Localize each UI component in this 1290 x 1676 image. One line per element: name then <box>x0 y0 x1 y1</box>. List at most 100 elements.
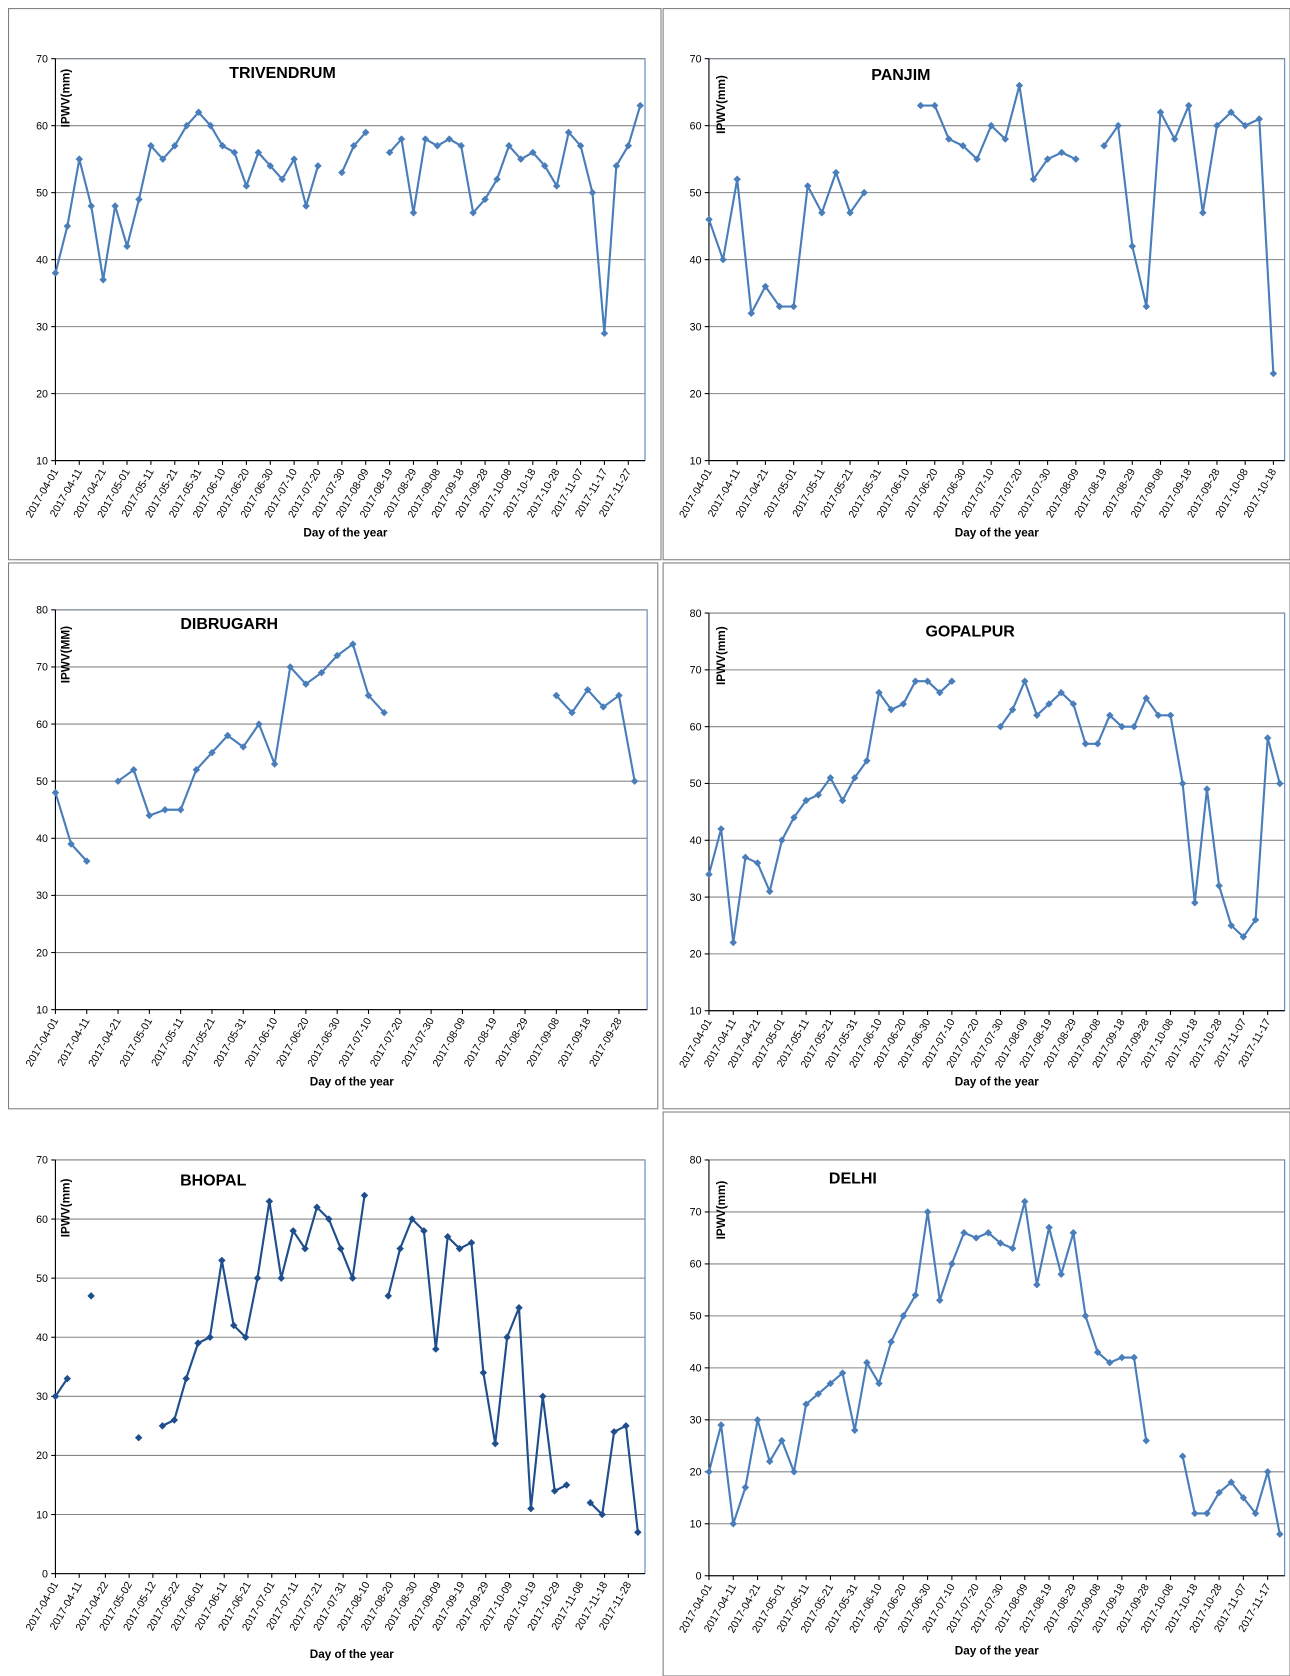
data-point <box>610 1428 618 1436</box>
panel-frame <box>7 562 659 1110</box>
y-tick-label: 20 <box>690 949 702 961</box>
data-point <box>911 677 920 685</box>
data-point <box>1130 1353 1138 1362</box>
y-tick-label: 30 <box>690 321 702 333</box>
data-point <box>1106 1358 1114 1367</box>
data-point <box>182 1374 190 1383</box>
data-point <box>1203 1509 1211 1518</box>
data-line <box>161 1195 366 1427</box>
y-tick-label: 70 <box>690 665 702 677</box>
data-point <box>1239 1494 1248 1502</box>
data-point <box>1263 734 1272 742</box>
y-tick-label: 60 <box>690 120 702 132</box>
data-point <box>171 142 179 150</box>
data-point <box>804 182 812 190</box>
data-point <box>931 101 939 110</box>
data-point <box>1057 148 1066 157</box>
data-point <box>948 677 956 685</box>
data-line <box>999 680 1281 938</box>
data-point <box>1178 1452 1187 1460</box>
y-tick-label: 30 <box>690 892 702 904</box>
data-point <box>145 811 154 820</box>
data-point <box>114 777 122 785</box>
data-point <box>1118 722 1126 731</box>
data-point <box>1045 700 1053 708</box>
data-line <box>387 1217 568 1510</box>
data-point <box>51 269 60 277</box>
data-point <box>1227 921 1235 930</box>
data-point <box>1276 779 1284 788</box>
y-tick-label: 70 <box>36 53 48 65</box>
data-point <box>539 1392 547 1401</box>
data-point <box>409 209 418 217</box>
data-point <box>887 705 895 714</box>
panel-frame <box>662 562 1290 1110</box>
data-point <box>1057 1270 1065 1279</box>
data-point <box>1021 677 1029 685</box>
data-point <box>491 1439 499 1448</box>
data-point <box>242 182 251 190</box>
data-point <box>778 836 786 845</box>
y-tick-label: 20 <box>690 1467 702 1479</box>
data-point <box>481 195 489 204</box>
y-tick-label: 80 <box>36 605 48 617</box>
data-point <box>161 806 169 814</box>
y-axis-label: IPWV(mm) <box>715 1181 728 1240</box>
data-point <box>1191 899 1199 907</box>
data-point <box>455 1244 464 1253</box>
y-tick-label: 10 <box>690 1519 702 1531</box>
y-axis-label: IPWV(mm) <box>715 626 728 685</box>
data-point <box>960 1228 968 1237</box>
data-point <box>348 1274 357 1282</box>
data-point <box>218 1256 226 1265</box>
chart-title: GOPALPUR <box>925 624 1015 641</box>
data-point <box>87 1292 95 1300</box>
y-tick-label: 50 <box>36 1273 48 1285</box>
y-tick-label: 10 <box>690 1005 702 1017</box>
data-point <box>192 766 201 774</box>
x-tick-label: 2017-09-28 <box>587 1016 625 1069</box>
data-point <box>826 774 835 782</box>
data-point <box>826 1379 835 1388</box>
data-point <box>1166 711 1175 720</box>
y-tick-label: 50 <box>690 1311 702 1323</box>
data-point <box>717 825 725 833</box>
y-tick-label: 60 <box>690 721 702 733</box>
data-point <box>1106 711 1114 720</box>
data-point <box>111 202 119 210</box>
data-point <box>630 777 639 785</box>
data-point <box>493 175 501 183</box>
y-axis-label: IPWV(mm) <box>59 69 72 128</box>
data-point <box>615 691 623 700</box>
data-point <box>778 1436 786 1445</box>
data-point <box>206 1333 214 1341</box>
data-point <box>996 722 1005 731</box>
data-point <box>479 1368 488 1377</box>
y-tick-label: 70 <box>36 1155 48 1167</box>
data-point <box>135 195 143 204</box>
data-point <box>239 743 248 751</box>
x-axis-label: Day of the year <box>955 526 1039 539</box>
data-point <box>338 168 346 177</box>
y-tick-label: 80 <box>690 1155 702 1167</box>
y-tick-label: 70 <box>36 662 48 674</box>
data-point <box>467 1238 476 1247</box>
data-point <box>158 1422 167 1430</box>
chart-title: PANJIM <box>871 67 930 84</box>
data-point <box>397 135 406 143</box>
y-tick-label: 20 <box>36 388 48 400</box>
data-point <box>350 142 358 150</box>
data-point <box>1081 1312 1090 1320</box>
y-tick-label: 40 <box>36 833 48 845</box>
y-tick-label: 10 <box>36 1509 48 1521</box>
data-point <box>550 1487 559 1495</box>
y-axis-label: IPWV(mm) <box>715 75 728 134</box>
data-point <box>1142 1436 1150 1445</box>
data-point <box>420 1227 428 1235</box>
data-point <box>911 1291 920 1299</box>
data-point <box>129 766 138 774</box>
data-point <box>576 142 585 150</box>
y-tick-label: 40 <box>36 1332 48 1344</box>
data-point <box>1130 722 1138 731</box>
data-point <box>1093 739 1102 748</box>
